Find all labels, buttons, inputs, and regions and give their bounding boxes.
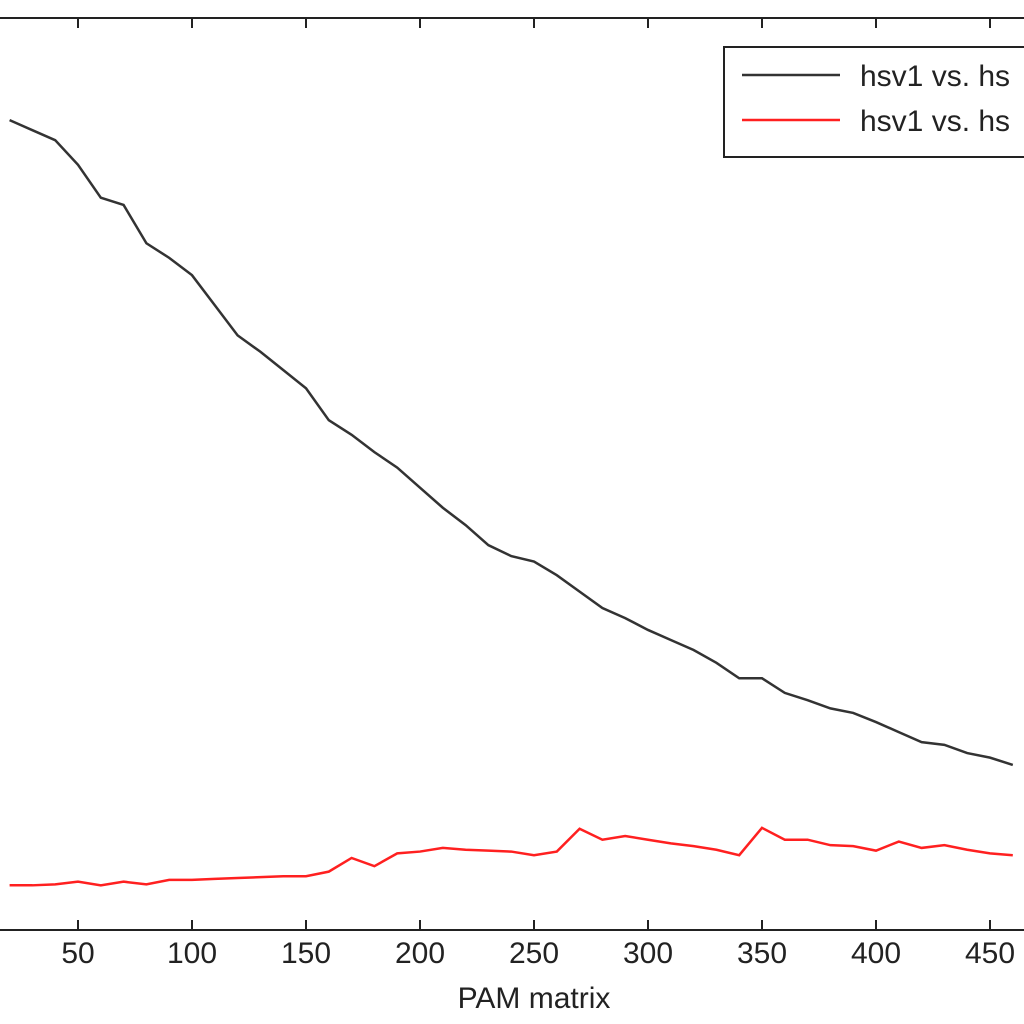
- x-tick-label: 300: [623, 937, 673, 970]
- legend-label: hsv1 vs. hs: [860, 105, 1010, 138]
- x-tick-label: 100: [167, 937, 217, 970]
- legend-box: [723, 46, 1024, 158]
- x-tick-label: 150: [281, 937, 331, 970]
- x-tick-label: 50: [61, 937, 94, 970]
- legend-label: hsv1 vs. hs: [860, 60, 1010, 93]
- data-line: [9, 118, 1014, 767]
- x-tick-label: 200: [395, 937, 445, 970]
- x-tick-label: 350: [737, 937, 787, 970]
- data-line: [9, 826, 1013, 887]
- x-tick-label: 450: [965, 937, 1015, 970]
- x-tick-label: 250: [509, 937, 559, 970]
- x-tick-label: 400: [851, 937, 901, 970]
- x-axis-label: PAM matrix: [458, 982, 611, 1015]
